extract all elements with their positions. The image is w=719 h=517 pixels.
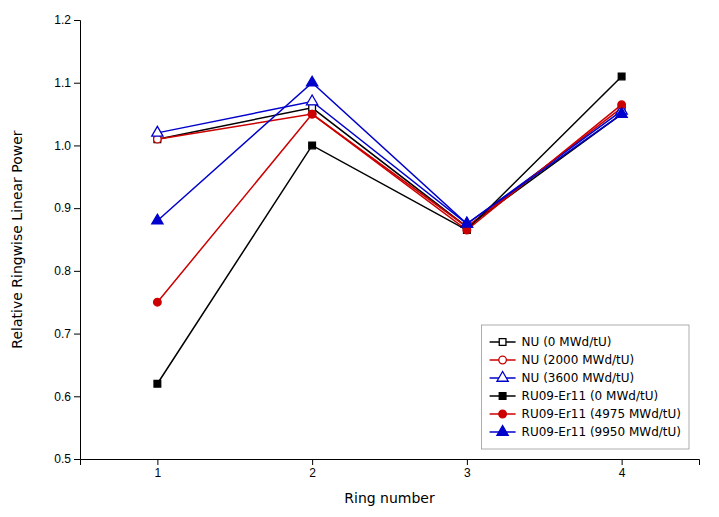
legend-symbol (499, 339, 506, 346)
legend-frame (482, 325, 689, 449)
data-point (152, 126, 163, 136)
series (152, 76, 628, 227)
data-point (154, 298, 162, 306)
tick-mark (74, 145, 80, 146)
tick-mark (157, 459, 158, 465)
tick: 4 (619, 459, 626, 480)
tick-mark (74, 459, 80, 460)
axis-line (74, 21, 81, 460)
legend-label: RU09-Er11 (9950 MWd/tU) (522, 425, 681, 439)
legend-symbol (497, 371, 508, 381)
tick: 0.7 (54, 327, 80, 341)
tick-mark (74, 396, 80, 397)
data-point (154, 136, 161, 143)
tick-label: 0.5 (54, 452, 71, 466)
tick: 1.1 (54, 76, 80, 90)
series-line (157, 76, 621, 383)
tick-mark (74, 208, 80, 209)
data-point (464, 227, 471, 234)
tick-mark (74, 20, 80, 21)
data-point (618, 73, 625, 80)
marks (152, 73, 628, 387)
chart: 1 2 3 4 0.5 0.6 0.7 0.8 0.9 1.0 1.1 1.2 NU (0 MWd/tU… (0, 0, 719, 517)
tick-label: 1.2 (54, 13, 71, 27)
data-point (308, 110, 316, 118)
series-line (157, 108, 621, 227)
series-line (157, 108, 621, 227)
legend-item: NU (2000 MWd/tU) (490, 353, 635, 367)
series (154, 73, 625, 387)
tick-label: 4 (619, 466, 626, 480)
tick-label: 0.6 (54, 390, 71, 404)
tick-mark (622, 459, 623, 465)
tick-label: 1.0 (54, 139, 71, 153)
legend-item: RU09-Er11 (4975 MWd/tU) (490, 407, 681, 421)
data-point (461, 217, 472, 227)
tick: 1 (155, 459, 162, 480)
x-axis-title: Ring number (344, 490, 435, 506)
data-point (306, 95, 317, 105)
tick: 0.5 (54, 452, 80, 466)
series (154, 104, 625, 230)
tick-label: 0.9 (54, 201, 71, 215)
data-point (306, 76, 317, 86)
legend-label: NU (3600 MWd/tU) (522, 371, 635, 385)
legend-item: NU (3600 MWd/tU) (490, 371, 635, 385)
legend-label: RU09-Er11 (4975 MWd/tU) (522, 407, 681, 421)
data-point (616, 108, 627, 118)
data-point (152, 214, 163, 224)
legend-label: NU (2000 MWd/tU) (522, 353, 635, 367)
tick-label: 3 (464, 466, 471, 480)
legend-item: RU09-Er11 (0 MWd/tU) (490, 389, 659, 403)
tick: 0.6 (54, 390, 80, 404)
tick: 3 (464, 459, 471, 480)
x-axis: 1 2 3 4 (81, 459, 700, 480)
legend: NU (0 MWd/tU) NU (2000 MWd/tU) NU (3600 MW… (482, 325, 689, 449)
data-point (308, 110, 316, 118)
legend-item: NU (0 MWd/tU) (490, 335, 612, 349)
y-axis: 0.5 0.6 0.7 0.8 0.9 1.0 1.1 1.2 (54, 13, 80, 466)
tick-mark (467, 459, 468, 465)
series (154, 104, 626, 231)
legend-label: NU (0 MWd/tU) (522, 335, 612, 349)
axis-line (81, 460, 700, 466)
tick-label: 1 (155, 466, 162, 480)
legend-item: RU09-Er11 (9950 MWd/tU) (490, 425, 681, 439)
legend-symbol (499, 356, 507, 364)
tick-label: 1.1 (54, 76, 71, 90)
tick-mark (312, 459, 313, 465)
tick-mark (74, 83, 80, 84)
tick: 1.0 (54, 139, 80, 153)
tick-mark (74, 271, 80, 272)
tick-label: 0.8 (54, 264, 71, 278)
data-point (461, 217, 472, 227)
tick: 1.2 (54, 13, 80, 27)
data-point (154, 380, 161, 387)
plot-area: 1 2 3 4 0.5 0.6 0.7 0.8 0.9 1.0 1.1 1.2 NU (0 MWd/tU… (54, 13, 699, 479)
legend-symbol (499, 410, 507, 418)
y-axis-title: Relative Ringwise Linear Power (9, 130, 25, 349)
series-line (157, 105, 621, 303)
legend-symbol (497, 425, 508, 435)
tick: 2 (309, 459, 316, 480)
data-point (309, 142, 316, 149)
tick-mark (74, 334, 80, 335)
series-line (157, 83, 621, 224)
tick: 0.9 (54, 201, 80, 215)
tick-label: 2 (309, 466, 316, 480)
series (154, 101, 626, 306)
tick-label: 0.7 (54, 327, 71, 341)
legend-symbol (499, 393, 506, 400)
legend-label: RU09-Er11 (0 MWd/tU) (522, 389, 659, 403)
tick: 0.8 (54, 264, 80, 278)
